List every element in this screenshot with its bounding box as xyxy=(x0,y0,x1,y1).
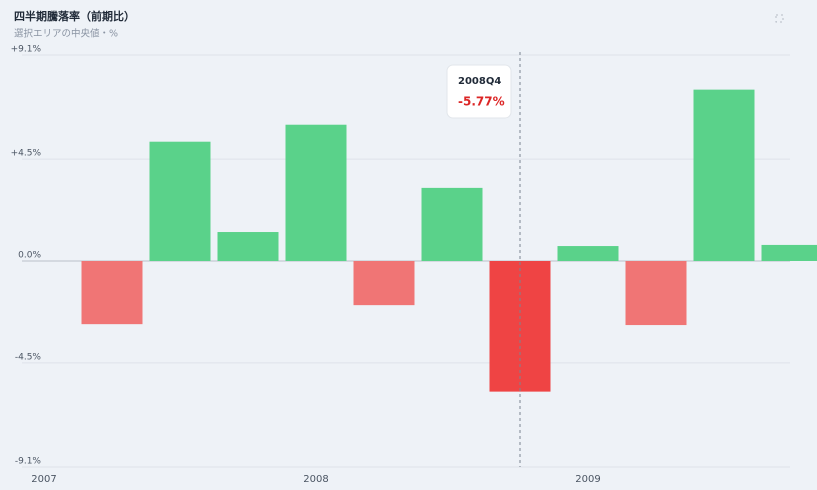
bar xyxy=(557,246,619,261)
tooltip-box xyxy=(446,64,512,119)
bar xyxy=(625,261,687,326)
tooltip-title: 2008Q4 xyxy=(458,76,501,87)
x-tick-label: 2007 xyxy=(31,474,56,485)
y-tick-label: -9.1% xyxy=(15,457,42,467)
y-tick-label: +4.5% xyxy=(11,149,42,159)
bar xyxy=(285,124,347,261)
chart-title: 四半期騰落率（前期比） xyxy=(14,9,135,23)
expand-icon[interactable] xyxy=(775,14,784,23)
bar xyxy=(421,187,483,261)
bar xyxy=(761,244,817,261)
tooltip-value: -5.77% xyxy=(458,95,505,109)
x-tick-label: 2008 xyxy=(303,474,328,485)
y-tick-label: 0.0% xyxy=(18,251,41,261)
x-tick-label: 2009 xyxy=(575,474,600,485)
bar xyxy=(353,261,415,306)
tooltip: 2008Q4 -5.77% xyxy=(446,64,512,119)
bar xyxy=(149,141,211,261)
bar xyxy=(217,232,279,261)
y-tick-label: -4.5% xyxy=(15,352,42,362)
bar xyxy=(81,261,143,325)
chart-subtitle: 選択エリアの中央値・% xyxy=(14,28,118,40)
bar xyxy=(693,89,755,261)
y-tick-label: +9.1% xyxy=(11,45,42,55)
